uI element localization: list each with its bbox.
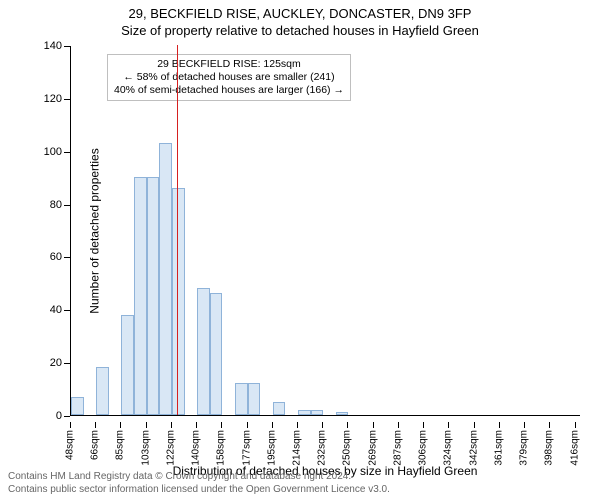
y-tick-label: 140 xyxy=(32,40,62,52)
y-tick-label: 20 xyxy=(32,357,62,369)
x-tick-mark xyxy=(322,422,323,428)
annotation-line: 40% of semi-detached houses are larger (… xyxy=(114,84,344,97)
footer-line-1: Contains HM Land Registry data © Crown c… xyxy=(8,471,390,484)
x-tick-label: 379sqm xyxy=(519,430,530,466)
x-tick-label: 269sqm xyxy=(367,430,378,466)
y-tick-label: 80 xyxy=(32,199,62,211)
annotation-line: ← 58% of detached houses are smaller (24… xyxy=(114,71,344,84)
chart-page: 29, BECKFIELD RISE, AUCKLEY, DONCASTER, … xyxy=(0,0,600,500)
histogram-bar xyxy=(172,188,185,415)
plot-wrap: Number of detached properties 0204060801… xyxy=(70,46,580,416)
x-tick-label: 158sqm xyxy=(216,430,227,466)
x-tick-mark xyxy=(120,422,121,428)
y-tick-label: 60 xyxy=(32,251,62,263)
histogram-bar xyxy=(147,177,160,415)
histogram-bar xyxy=(248,383,261,415)
x-tick-mark xyxy=(272,422,273,428)
x-tick-mark xyxy=(95,422,96,428)
histogram-bar xyxy=(197,288,210,415)
x-tick-label: 85sqm xyxy=(115,430,126,460)
title-sub: Size of property relative to detached ho… xyxy=(0,23,600,40)
histogram-bar xyxy=(159,143,172,415)
x-tick-label: 287sqm xyxy=(392,430,403,466)
x-tick-mark xyxy=(196,422,197,428)
x-tick-mark xyxy=(247,422,248,428)
histogram-bar xyxy=(298,410,311,415)
x-tick-label: 306sqm xyxy=(418,430,429,466)
histogram-bar xyxy=(235,383,248,415)
x-tick-label: 122sqm xyxy=(165,430,176,466)
y-tick-label: 40 xyxy=(32,304,62,316)
histogram-bar xyxy=(71,397,84,416)
title-block: 29, BECKFIELD RISE, AUCKLEY, DONCASTER, … xyxy=(0,0,600,40)
x-tick-mark xyxy=(347,422,348,428)
y-tick-label: 0 xyxy=(32,410,62,422)
x-tick-label: 250sqm xyxy=(342,430,353,466)
y-tick-mark xyxy=(64,416,70,417)
footer-line-2: Contains public sector information licen… xyxy=(8,484,390,497)
x-tick-mark xyxy=(373,422,374,428)
x-tick-label: 342sqm xyxy=(468,430,479,466)
x-tick-mark xyxy=(423,422,424,428)
x-tick-label: 398sqm xyxy=(544,430,555,466)
x-tick-label: 324sqm xyxy=(443,430,454,466)
x-tick-mark xyxy=(549,422,550,428)
annotation-box: 29 BECKFIELD RISE: 125sqm← 58% of detach… xyxy=(107,54,351,101)
histogram-bar xyxy=(311,410,324,415)
x-tick-label: 416sqm xyxy=(569,430,580,466)
footer: Contains HM Land Registry data © Crown c… xyxy=(8,471,390,496)
x-tick-mark xyxy=(474,422,475,428)
x-tick-label: 48sqm xyxy=(65,430,76,460)
x-tick-mark xyxy=(221,422,222,428)
x-tick-mark xyxy=(297,422,298,428)
y-tick-label: 120 xyxy=(32,93,62,105)
reference-line xyxy=(177,45,178,415)
annotation-line: 29 BECKFIELD RISE: 125sqm xyxy=(114,58,344,71)
x-tick-label: 361sqm xyxy=(493,430,504,466)
x-tick-mark xyxy=(524,422,525,428)
histogram-bar xyxy=(336,412,349,415)
x-tick-label: 103sqm xyxy=(140,430,151,466)
x-tick-label: 214sqm xyxy=(292,430,303,466)
histogram-bar xyxy=(121,315,134,415)
x-tick-mark xyxy=(398,422,399,428)
y-axis: 020406080100120140 xyxy=(30,46,70,416)
x-tick-label: 177sqm xyxy=(241,430,252,466)
title-main: 29, BECKFIELD RISE, AUCKLEY, DONCASTER, … xyxy=(0,6,600,23)
plot-area: 29 BECKFIELD RISE: 125sqm← 58% of detach… xyxy=(70,46,580,416)
x-tick-label: 66sqm xyxy=(90,430,101,460)
y-tick-label: 100 xyxy=(32,146,62,158)
x-tick-mark xyxy=(499,422,500,428)
x-tick-mark xyxy=(171,422,172,428)
x-tick-label: 195sqm xyxy=(266,430,277,466)
x-tick-mark xyxy=(146,422,147,428)
x-tick-label: 232sqm xyxy=(317,430,328,466)
x-tick-mark xyxy=(448,422,449,428)
histogram-bar xyxy=(134,177,147,415)
histogram-bar xyxy=(96,367,109,415)
x-tick-mark xyxy=(575,422,576,428)
x-tick-mark xyxy=(70,422,71,428)
histogram-bar xyxy=(273,402,286,415)
x-tick-label: 140sqm xyxy=(191,430,202,466)
histogram-bar xyxy=(210,293,223,415)
